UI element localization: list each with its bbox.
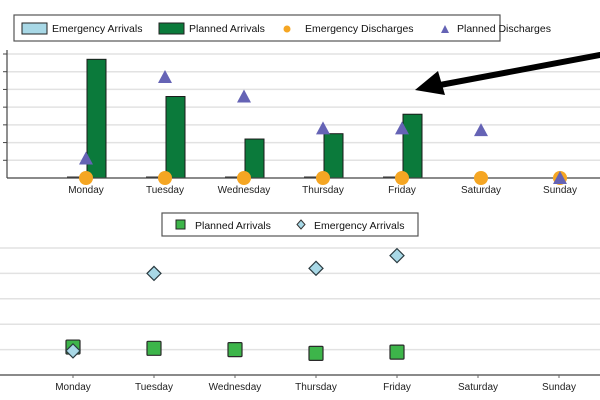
marker-emergency-arrivals-friday[interactable] — [389, 247, 405, 264]
legend-label-planned-discharges: Planned Discharges — [457, 23, 551, 35]
legend-swatch-planned-arrivals-bottom — [175, 219, 186, 230]
top-legend: Emergency Arrivals Planned Arrivals Emer… — [13, 14, 551, 42]
bar-planned-arrivals-tuesday[interactable] — [165, 96, 186, 179]
x-tick-label-saturday: Saturday — [458, 382, 498, 393]
legend-label-emergency-arrivals: Emergency Arrivals — [52, 23, 142, 35]
bottom-legend: Planned Arrivals Emergency Arrivals — [161, 212, 419, 237]
annotation-arrow — [415, 52, 600, 95]
marker-emergency-discharges-thursday[interactable] — [316, 171, 330, 185]
marker-planned-arrivals-friday[interactable] — [389, 344, 405, 360]
x-tick-label-thursday: Thursday — [295, 382, 337, 393]
legend-swatch-emergency-discharges — [283, 25, 291, 33]
marker-planned-arrivals-wednesday[interactable] — [227, 342, 243, 358]
legend-item-emergency-arrivals-bottom[interactable]: Emergency Arrivals — [296, 219, 404, 232]
marker-planned-discharges-wednesday[interactable] — [237, 89, 251, 103]
bar-emergency-arrivals-friday[interactable] — [383, 176, 402, 179]
legend-swatch-planned-discharges — [441, 25, 449, 33]
marker-emergency-discharges-tuesday[interactable] — [158, 171, 172, 185]
x-tick-label-friday: Friday — [383, 382, 411, 393]
marker-emergency-arrivals-monday[interactable] — [65, 343, 81, 359]
top-legend-box — [13, 14, 501, 42]
bar-emergency-arrivals-thursday[interactable] — [304, 176, 323, 179]
bar-planned-arrivals-thursday[interactable] — [323, 133, 344, 179]
legend-swatch-planned-arrivals — [158, 22, 185, 35]
x-tick-label-tuesday: Tuesday — [146, 185, 184, 196]
legend-label-emergency-discharges: Emergency Discharges — [305, 23, 414, 35]
top-bars — [67, 58, 423, 179]
x-tick-label-sunday: Sunday — [542, 382, 576, 393]
bar-emergency-arrivals-monday[interactable] — [67, 176, 86, 179]
marker-planned-arrivals-thursday[interactable] — [308, 345, 324, 362]
marker-emergency-discharges-monday[interactable] — [79, 171, 93, 185]
x-tick-label-thursday: Thursday — [302, 185, 344, 196]
legend-swatch-emergency-arrivals-bottom — [296, 219, 306, 230]
bottom-x-tick-labels: Monday Tuesday Wednesday Thursday Friday Satu… — [55, 382, 576, 393]
legend-label-planned-arrivals-bottom: Planned Arrivals — [195, 220, 271, 232]
bottom-gridlines — [0, 247, 600, 351]
marker-planned-discharges-friday[interactable] — [395, 121, 409, 135]
x-tick-label-sunday: Sunday — [543, 185, 577, 196]
marker-planned-discharges-sunday[interactable] — [553, 171, 567, 184]
bottom-chart: Monday Tuesday Wednesday Thursday Friday Satu… — [0, 212, 600, 393]
x-tick-label-wednesday: Wednesday — [218, 185, 271, 196]
bottom-legend-box — [161, 212, 419, 237]
marker-planned-discharges-thursday[interactable] — [316, 121, 330, 135]
bar-planned-arrivals-friday[interactable] — [402, 113, 423, 179]
bottom-x-ticks — [72, 375, 560, 378]
legend-label-emergency-arrivals-bottom: Emergency Arrivals — [314, 220, 404, 232]
marker-planned-discharges-saturday[interactable] — [474, 123, 488, 137]
bar-emergency-arrivals-wednesday[interactable] — [225, 176, 244, 179]
legend-label-planned-arrivals: Planned Arrivals — [189, 23, 265, 35]
x-tick-label-wednesday: Wednesday — [209, 382, 262, 393]
marker-emergency-discharges-friday[interactable] — [395, 171, 409, 185]
marker-planned-arrivals-tuesday[interactable] — [146, 340, 162, 356]
top-x-tick-labels: Monday Tuesday Wednesday Thursday Friday Satu… — [68, 185, 577, 196]
marker-emergency-discharges-saturday[interactable] — [474, 171, 488, 185]
legend-item-planned-arrivals-bottom[interactable]: Planned Arrivals — [175, 219, 271, 232]
x-tick-label-saturday: Saturday — [461, 185, 501, 196]
x-tick-label-monday: Monday — [68, 185, 104, 196]
x-tick-label-friday: Friday — [388, 185, 416, 196]
bar-emergency-arrivals-tuesday[interactable] — [146, 176, 165, 179]
legend-item-planned-discharges[interactable]: Planned Discharges — [441, 23, 551, 35]
marker-planned-discharges-monday[interactable] — [79, 151, 93, 165]
marker-emergency-discharges-wednesday[interactable] — [237, 171, 251, 185]
legend-swatch-emergency-arrivals — [21, 22, 48, 35]
marker-emergency-arrivals-tuesday[interactable] — [146, 265, 162, 282]
marker-emergency-arrivals-thursday[interactable] — [308, 260, 324, 277]
legend-item-planned-arrivals[interactable]: Planned Arrivals — [158, 22, 265, 35]
top-markers — [79, 70, 567, 185]
bottom-markers — [65, 247, 405, 362]
legend-item-emergency-arrivals[interactable]: Emergency Arrivals — [21, 22, 142, 35]
x-tick-label-monday: Monday — [55, 382, 91, 393]
legend-item-emergency-discharges[interactable]: Emergency Discharges — [283, 23, 414, 35]
top-chart: Monday Tuesday Wednesday Thursday Friday Satu… — [3, 14, 600, 196]
x-tick-label-tuesday: Tuesday — [135, 382, 173, 393]
marker-planned-discharges-tuesday[interactable] — [158, 70, 172, 84]
